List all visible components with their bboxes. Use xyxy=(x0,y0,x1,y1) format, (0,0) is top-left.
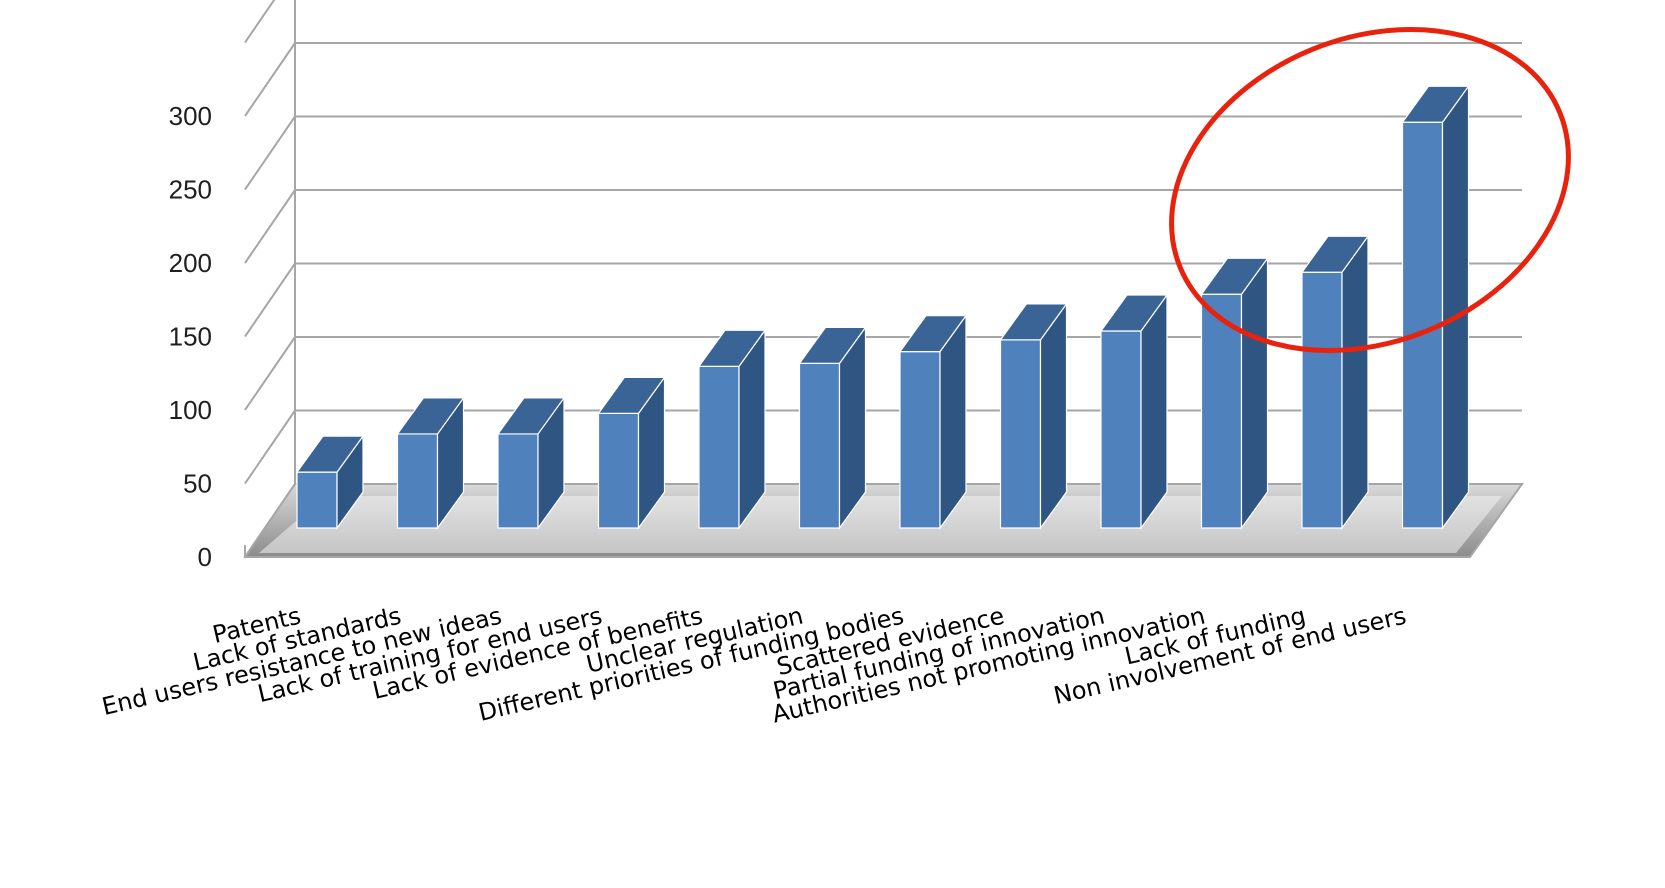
floor-highlight xyxy=(259,496,1502,553)
bar-top xyxy=(1300,235,1370,273)
y-tick-label: 100 xyxy=(169,395,212,425)
bar-front xyxy=(497,433,539,529)
bar-top xyxy=(597,376,666,414)
bar xyxy=(798,325,867,530)
bar-front xyxy=(597,412,640,529)
bar-front xyxy=(1301,271,1343,529)
bar-front xyxy=(999,339,1042,529)
bar xyxy=(597,375,666,530)
gridline-side xyxy=(244,42,296,117)
bar-front xyxy=(798,362,841,529)
bar-front xyxy=(296,471,338,529)
bar-top xyxy=(295,435,365,473)
y-tick-label: 200 xyxy=(169,248,212,278)
bar-side xyxy=(939,313,967,530)
bar-side xyxy=(1240,256,1269,530)
bar xyxy=(1099,293,1169,530)
y-tick-label: 150 xyxy=(169,322,212,352)
bar xyxy=(1401,84,1470,530)
bar-top xyxy=(496,397,566,435)
bar-top xyxy=(999,303,1068,341)
bar-top xyxy=(1099,294,1169,332)
bar-top xyxy=(898,315,968,353)
gridline-side xyxy=(244,336,296,411)
y-tick-label: 0 xyxy=(198,542,212,572)
bar-front xyxy=(396,433,439,529)
bar xyxy=(1200,256,1269,530)
y-tick-label: 300 xyxy=(169,101,212,131)
bar xyxy=(999,301,1068,530)
y-tick-label: 50 xyxy=(183,469,212,499)
gridlines xyxy=(244,0,1522,558)
bar xyxy=(1300,234,1370,530)
bar-side xyxy=(1140,293,1168,530)
highlight-ellipse xyxy=(1169,27,1571,353)
bar-side xyxy=(1341,234,1369,530)
bar xyxy=(898,313,968,530)
bar-top xyxy=(1401,85,1470,123)
bar-side xyxy=(1039,301,1068,530)
bar-front xyxy=(899,351,941,529)
y-axis-ticks: 0 50 100 150 200 250 300 xyxy=(169,101,212,572)
bar xyxy=(295,434,365,530)
bar-top xyxy=(1200,257,1269,295)
bar xyxy=(496,396,566,530)
highlight-annotation xyxy=(1169,27,1571,353)
gridline-side xyxy=(244,115,296,191)
bar-front xyxy=(698,365,740,529)
bar-top xyxy=(697,329,767,367)
gridline-side xyxy=(244,409,296,485)
bar-top xyxy=(396,397,465,435)
gridline-side xyxy=(244,189,296,264)
bar xyxy=(396,396,465,530)
gridline-side xyxy=(244,0,276,44)
bar-top xyxy=(798,326,867,364)
y-tick-label: 250 xyxy=(169,175,212,205)
bar-front xyxy=(1100,330,1142,529)
bar-side xyxy=(1441,84,1470,530)
gridline-side xyxy=(244,262,296,338)
bar xyxy=(697,328,767,530)
bars xyxy=(295,84,1470,530)
